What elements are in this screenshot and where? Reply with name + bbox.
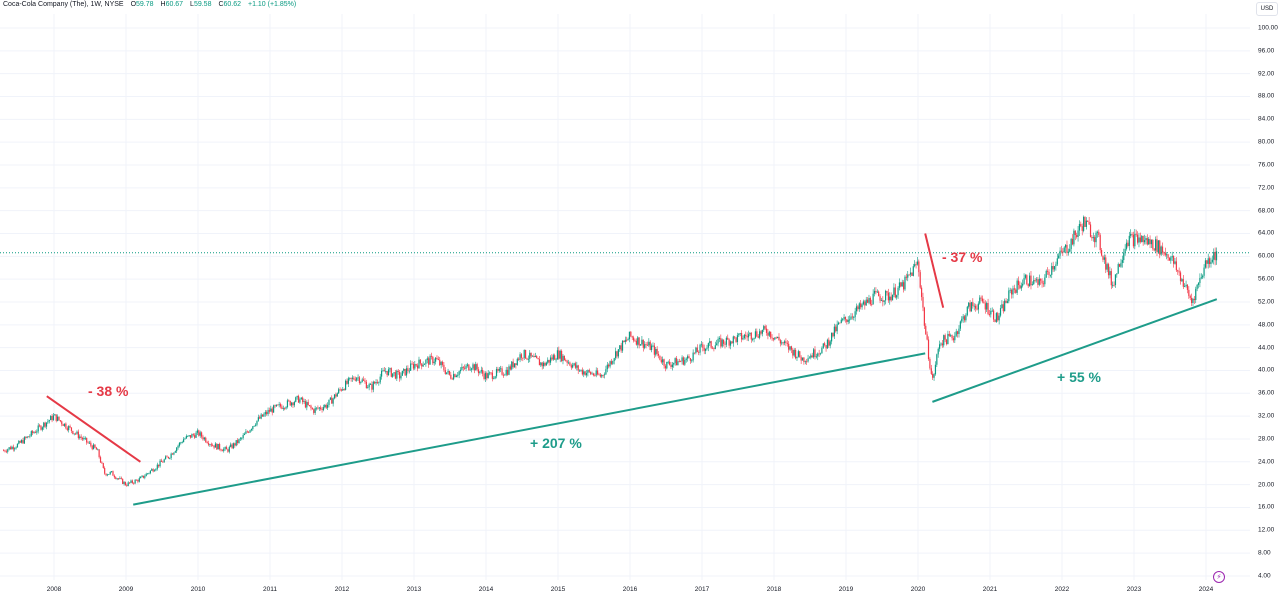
lightning-icon[interactable]: ⚡︎ <box>1213 571 1225 583</box>
low-value: 59.58 <box>193 1 212 8</box>
trendline[interactable] <box>924 233 945 308</box>
high-value: 60.67 <box>165 1 184 8</box>
year-tick: 2009 <box>118 586 134 593</box>
annotation-drop-2008[interactable]: - 38 % <box>88 383 129 399</box>
price-tick: 56.00 <box>1258 275 1275 283</box>
close-value: 60.62 <box>223 1 242 8</box>
open-value: 59.78 <box>136 1 154 8</box>
year-tick: 2010 <box>190 586 206 593</box>
price-tick: 40.00 <box>1258 366 1275 374</box>
price-tick: 84.00 <box>1258 115 1275 123</box>
annotation-gain-2009-2020[interactable]: + 207 % <box>530 435 582 451</box>
year-tick: 2013 <box>406 586 422 593</box>
price-tick: 44.00 <box>1258 344 1275 352</box>
price-tick: 52.00 <box>1258 298 1275 306</box>
close-label: C <box>218 1 224 8</box>
price-tick: 72.00 <box>1258 184 1275 192</box>
trendline[interactable] <box>133 352 926 506</box>
year-tick: 2017 <box>694 586 710 593</box>
year-tick: 2011 <box>263 586 277 593</box>
year-tick: 2023 <box>1126 586 1142 593</box>
price-tick: 28.00 <box>1258 435 1275 443</box>
price-tick: 20.00 <box>1258 481 1275 489</box>
price-tick: 16.00 <box>1258 503 1275 511</box>
trendlines[interactable] <box>46 233 1218 506</box>
trendline[interactable] <box>46 395 141 463</box>
price-tick: 4.00 <box>1258 572 1271 580</box>
price-tick: 48.00 <box>1258 321 1275 329</box>
chart-grid <box>0 14 1250 580</box>
annotation-gain-2020-2024[interactable]: + 55 % <box>1057 369 1101 385</box>
price-tick: 80.00 <box>1258 138 1275 146</box>
year-tick: 2022 <box>1054 586 1070 593</box>
year-tick: 2021 <box>982 586 998 593</box>
price-tick: 60.00 <box>1258 252 1275 260</box>
price-tick: 88.00 <box>1258 92 1275 100</box>
price-tick: 92.00 <box>1258 70 1275 78</box>
currency-button[interactable]: USD <box>1256 2 1278 16</box>
year-tick: 2015 <box>550 586 566 593</box>
price-series <box>3 215 1218 487</box>
year-tick: 2019 <box>838 586 854 593</box>
symbol-legend: Coca-Cola Company (The), 1W, NYSE O59.78… <box>3 1 296 8</box>
price-tick: 32.00 <box>1258 412 1275 420</box>
low-label: L <box>190 1 194 8</box>
price-tick: 8.00 <box>1258 549 1271 557</box>
open-label: O <box>130 1 137 8</box>
price-tick: 76.00 <box>1258 161 1275 169</box>
price-tick: 68.00 <box>1258 207 1275 215</box>
price-tick: 24.00 <box>1258 458 1275 466</box>
year-tick: 2024 <box>1198 586 1214 593</box>
year-tick: 2020 <box>910 586 926 593</box>
year-tick: 2012 <box>334 586 350 593</box>
year-tick: 2016 <box>622 586 638 593</box>
symbol-title: Coca-Cola Company (The), 1W, NYSE <box>3 1 124 8</box>
year-tick: 2018 <box>766 586 782 593</box>
price-tick: 36.00 <box>1258 389 1275 397</box>
year-tick: 2008 <box>46 586 62 593</box>
price-tick: 96.00 <box>1258 47 1275 55</box>
trendline[interactable] <box>932 298 1218 403</box>
price-tick: 100.00 <box>1258 24 1278 32</box>
year-tick: 2014 <box>478 586 494 593</box>
high-label: H <box>160 1 166 8</box>
price-tick: 64.00 <box>1258 229 1275 237</box>
price-tick: 12.00 <box>1258 526 1275 534</box>
annotation-drop-2020[interactable]: - 37 % <box>942 249 983 265</box>
change-value: +1.10 (+1.85%) <box>247 1 297 8</box>
